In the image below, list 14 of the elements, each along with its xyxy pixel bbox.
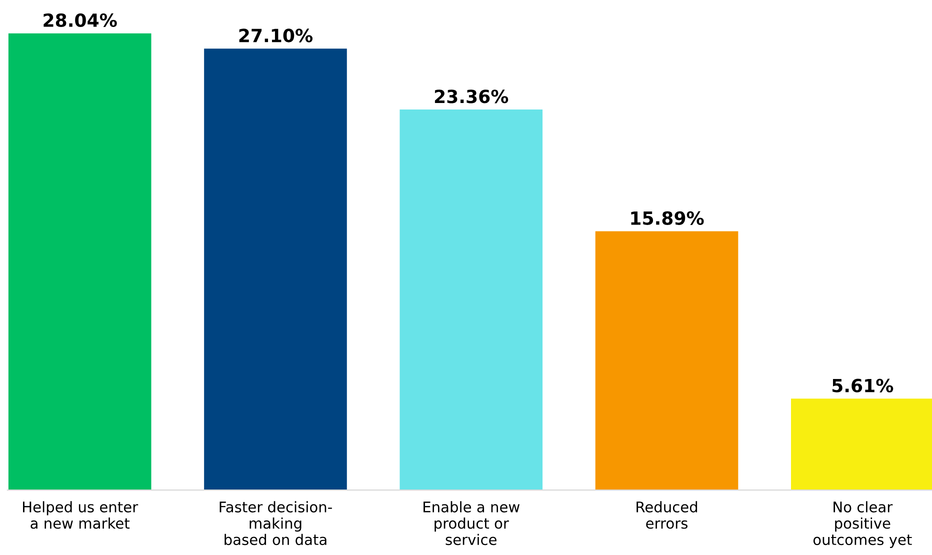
x-tick-label: Enable a new product or service bbox=[424, 501, 520, 546]
bar bbox=[595, 231, 738, 490]
x-tick-label: Faster decision- making based on data bbox=[220, 501, 332, 546]
bar bbox=[204, 48, 347, 490]
data-label: 15.89% bbox=[631, 211, 704, 225]
data-label: 27.10% bbox=[239, 28, 313, 42]
x-tick-label: Helped us enter a new market bbox=[23, 501, 138, 529]
data-label: 28.04% bbox=[44, 13, 117, 28]
data-label: 5.61% bbox=[832, 378, 894, 392]
bar bbox=[400, 110, 543, 490]
x-tick-label: No clear positive outcomes yet bbox=[813, 501, 912, 548]
data-label: 23.36% bbox=[434, 90, 508, 104]
x-tick-label: Reduced errors bbox=[636, 501, 698, 529]
bar bbox=[8, 33, 152, 490]
